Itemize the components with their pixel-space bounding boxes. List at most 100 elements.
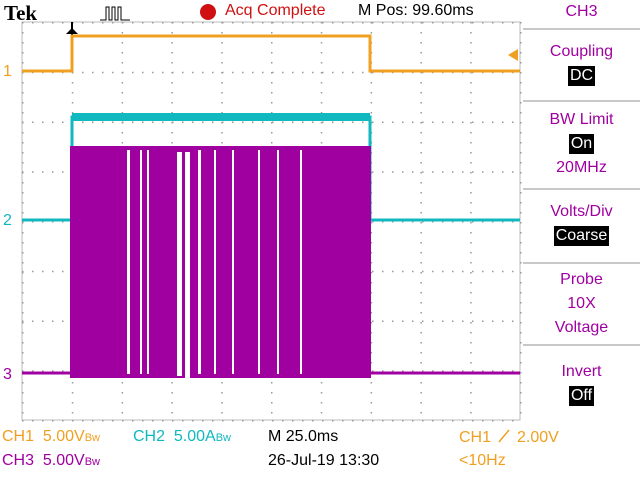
trigger-level: 2.00V bbox=[517, 429, 559, 446]
separator bbox=[523, 100, 640, 102]
grid-dot bbox=[492, 270, 494, 273]
grid-dot bbox=[420, 212, 422, 214]
grid-dot bbox=[292, 71, 294, 74]
grid-dot bbox=[22, 292, 24, 294]
grid-dot bbox=[22, 152, 24, 154]
grid-dot bbox=[412, 320, 414, 322]
grid-dot bbox=[470, 222, 472, 224]
grid-dot bbox=[182, 71, 184, 74]
grid-dot bbox=[520, 342, 522, 344]
menu-invert[interactable]: Invert Off bbox=[523, 360, 640, 408]
grid-dot bbox=[470, 312, 472, 314]
grid-dot bbox=[72, 420, 74, 422]
menu-coupling[interactable]: Coupling DC bbox=[523, 40, 640, 88]
grid-dot bbox=[212, 420, 214, 422]
grid-dot bbox=[520, 112, 522, 114]
grid-dot bbox=[152, 71, 154, 74]
grid-dot bbox=[32, 370, 34, 372]
grid-dot bbox=[370, 392, 373, 394]
grid-dot bbox=[172, 420, 174, 422]
grid-dot bbox=[221, 72, 223, 74]
grid-dot bbox=[392, 320, 394, 322]
grid-dot bbox=[272, 420, 274, 422]
grid-dot bbox=[420, 152, 422, 154]
grid-dot bbox=[292, 22, 294, 24]
menu-bw-limit[interactable]: BW Limit On 20MHz bbox=[523, 108, 640, 180]
grid-dot bbox=[122, 420, 124, 422]
grid-dot bbox=[271, 382, 273, 384]
grid-dot bbox=[370, 312, 373, 314]
grid-dot bbox=[372, 270, 374, 273]
grid-dot bbox=[482, 221, 484, 223]
grid-dot bbox=[452, 270, 454, 273]
grid-dot bbox=[422, 22, 424, 24]
grid-dot bbox=[232, 420, 234, 422]
grid-dot bbox=[382, 22, 384, 24]
grid-dot bbox=[32, 320, 34, 322]
menu-label: Volts/Div bbox=[550, 203, 613, 220]
grid-dot bbox=[502, 221, 504, 223]
grid-dot bbox=[152, 420, 154, 422]
grid-dot bbox=[312, 22, 314, 24]
grid-dot bbox=[132, 22, 134, 24]
ch3-marker: 3 bbox=[3, 366, 12, 383]
ch3-name: CH3 bbox=[2, 452, 35, 469]
grid-dot bbox=[52, 370, 54, 372]
grid-dot bbox=[71, 92, 74, 94]
grid-dot bbox=[362, 121, 364, 123]
grid-dot bbox=[420, 242, 422, 244]
grid-dot bbox=[262, 22, 264, 24]
grid-dot bbox=[420, 332, 422, 334]
menu-probe[interactable]: Probe 10X Voltage bbox=[523, 268, 640, 340]
grid-dot bbox=[370, 222, 373, 224]
separator bbox=[523, 262, 640, 264]
grid-dot bbox=[372, 121, 374, 123]
grid-dot bbox=[320, 92, 323, 94]
grid-dot bbox=[462, 171, 464, 173]
menu-volts-div[interactable]: Volts/Div Coarse bbox=[523, 200, 640, 248]
grid-dot bbox=[112, 420, 114, 422]
grid-dot bbox=[502, 320, 504, 322]
grid-dot bbox=[42, 22, 44, 24]
grid-dot bbox=[520, 102, 522, 104]
grid-dot bbox=[221, 112, 223, 114]
grid-dot bbox=[372, 221, 374, 223]
grid-dot bbox=[102, 71, 104, 74]
grid-dot bbox=[470, 172, 472, 174]
grid-dot bbox=[370, 272, 373, 274]
grid-dot bbox=[412, 420, 414, 422]
grid-dot bbox=[22, 32, 24, 34]
grid-dot bbox=[402, 121, 404, 123]
grid-dot bbox=[252, 420, 254, 422]
grid-dot bbox=[420, 52, 422, 54]
grid-dot bbox=[432, 370, 434, 372]
grid-dot bbox=[121, 142, 124, 144]
grid-dot bbox=[472, 370, 474, 372]
grid-dot bbox=[22, 262, 24, 264]
grid-dot bbox=[470, 202, 472, 204]
grid-dot bbox=[222, 121, 224, 123]
grid-dot bbox=[420, 302, 422, 304]
ch1-scale: 5.00V bbox=[42, 428, 85, 445]
grid-dot bbox=[221, 392, 223, 394]
grid-dot bbox=[520, 332, 522, 334]
grid-dot bbox=[362, 22, 364, 24]
grid-dot bbox=[262, 71, 264, 74]
grid-dot bbox=[420, 402, 422, 404]
menu-label: Probe bbox=[560, 271, 603, 288]
grid-dot bbox=[320, 22, 323, 24]
grid-dot bbox=[502, 270, 504, 273]
grid-dot bbox=[470, 282, 472, 284]
grid-dot bbox=[82, 121, 84, 123]
grid-dot bbox=[22, 382, 24, 384]
grid-dot bbox=[462, 121, 464, 123]
grid-dot bbox=[271, 392, 273, 394]
grid-dot bbox=[392, 270, 394, 273]
grid-dot bbox=[132, 121, 134, 123]
grid-dot bbox=[392, 22, 394, 24]
grid-dot bbox=[420, 222, 422, 224]
grid-dot bbox=[22, 252, 24, 254]
grid-dot bbox=[221, 132, 223, 134]
grid-dot bbox=[470, 42, 472, 44]
grid-dot bbox=[252, 22, 254, 24]
